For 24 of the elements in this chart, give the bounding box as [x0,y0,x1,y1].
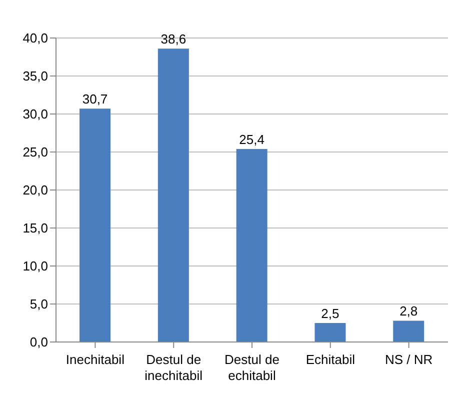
y-tick-label: 0,0 [30,334,48,350]
data-label: 2,8 [400,304,418,319]
y-tick-label: 40,0 [22,30,48,46]
data-label: 25,4 [239,132,264,147]
y-tick-label: 10,0 [22,258,48,274]
y-tick-label: 20,0 [22,182,48,198]
data-label: 2,5 [321,306,340,321]
x-tick-label: Echitabil [306,352,356,367]
x-tick-label: Inechitabil [66,352,125,367]
data-label: 38,6 [160,32,186,47]
x-tick-label: Destul de inechitabil [144,352,203,383]
data-label: 30,7 [82,92,108,107]
y-tick-label: 15,0 [22,220,48,236]
x-tick-label: NS / NR [384,352,433,367]
bar [158,48,189,342]
bar [314,323,346,342]
bar [236,148,268,342]
y-tick-label: 35,0 [22,68,48,84]
y-tick-label: 25,0 [22,144,48,160]
y-tick-label: 5,0 [30,296,48,312]
y-tick-label: 30,0 [22,106,48,122]
x-tick-label: Destul de echitabil [224,352,280,383]
bar [80,108,111,342]
bar [393,320,424,342]
